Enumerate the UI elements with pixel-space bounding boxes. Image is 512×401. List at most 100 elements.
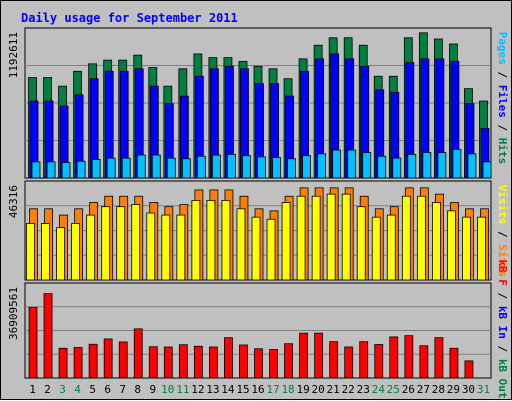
bar-kbytes-kb-f-22 xyxy=(344,346,354,379)
legend-part-kbytes-4: kB Out xyxy=(496,359,509,399)
x-tick-label-12: 12 xyxy=(191,383,204,396)
legend-label-kbytes: kB F / kB In / kB Out xyxy=(496,259,509,398)
x-tick-label-29: 29 xyxy=(447,383,460,396)
legend-part-visits-2: Sites xyxy=(496,244,509,277)
bar-kbytes-kb-f-8 xyxy=(133,328,143,379)
bar-visits-visits-7 xyxy=(116,206,126,281)
x-tick-label-7: 7 xyxy=(119,383,126,396)
x-tick-label-5: 5 xyxy=(89,383,96,396)
bar-kbytes-kb-f-16 xyxy=(254,348,263,379)
legend-label-visits: Visits / Sites xyxy=(496,185,509,278)
bar-hits-pages-15 xyxy=(242,155,251,179)
y-max-label-kbytes: 36909561 xyxy=(7,287,20,340)
x-tick-label-22: 22 xyxy=(342,383,355,396)
bar-hits-pages-26 xyxy=(407,154,417,179)
bar-hits-pages-16 xyxy=(257,156,266,179)
bar-visits-visits-9 xyxy=(146,212,156,281)
bar-hits-pages-19 xyxy=(302,155,311,179)
bar-visits-visits-21 xyxy=(326,193,336,281)
bar-visits-visits-31 xyxy=(477,216,486,281)
bar-kbytes-kb-f-28 xyxy=(434,337,444,379)
bar-kbytes-kb-f-29 xyxy=(449,347,459,379)
x-tick-label-15: 15 xyxy=(236,383,249,396)
bar-visits-visits-17 xyxy=(266,218,276,281)
bar-kbytes-kb-f-21 xyxy=(329,341,339,379)
bar-kbytes-kb-f-18 xyxy=(284,343,293,379)
bar-hits-pages-8 xyxy=(136,154,146,179)
bar-visits-visits-15 xyxy=(236,208,246,281)
x-tick-label-26: 26 xyxy=(402,383,415,396)
bar-hits-pages-10 xyxy=(166,157,176,179)
bar-visits-visits-11 xyxy=(176,214,186,281)
bar-hits-pages-9 xyxy=(151,154,161,179)
x-tick-label-14: 14 xyxy=(221,383,235,396)
bar-visits-visits-13 xyxy=(206,200,216,281)
x-tick-label-10: 10 xyxy=(161,383,174,396)
bar-hits-pages-3 xyxy=(61,162,71,179)
bar-visits-visits-24 xyxy=(371,216,381,281)
bar-hits-pages-18 xyxy=(287,158,296,179)
bar-hits-pages-11 xyxy=(181,158,191,179)
bar-kbytes-kb-f-9 xyxy=(148,346,158,379)
bar-visits-visits-10 xyxy=(161,214,171,281)
bar-kbytes-kb-f-10 xyxy=(163,346,173,379)
bar-kbytes-kb-f-6 xyxy=(103,338,113,379)
bar-hits-pages-23 xyxy=(362,152,372,179)
panel-kbytes: 36909561 kB F / kB In / kB Out xyxy=(7,259,509,398)
y-max-label-visits: 46316 xyxy=(7,185,20,218)
bar-hits-pages-17 xyxy=(272,157,281,179)
bar-visits-visits-20 xyxy=(311,195,321,281)
x-tick-label-18: 18 xyxy=(281,383,294,396)
x-tick-label-8: 8 xyxy=(134,383,141,396)
bar-kbytes-kb-f-24 xyxy=(374,344,384,379)
bar-kbytes-kb-f-1 xyxy=(28,307,38,379)
bar-visits-visits-14 xyxy=(221,200,231,281)
y-max-label-hits: 1192611 xyxy=(7,32,20,78)
bar-visits-visits-22 xyxy=(341,193,351,281)
bar-kbytes-kb-f-26 xyxy=(404,335,414,379)
bar-kbytes-kb-f-25 xyxy=(389,336,399,379)
bar-hits-pages-14 xyxy=(227,154,236,179)
bar-kbytes-kb-f-27 xyxy=(419,345,429,379)
bar-kbytes-kb-f-30 xyxy=(464,360,474,379)
bar-hits-pages-22 xyxy=(347,149,357,179)
x-tick-label-31: 31 xyxy=(477,383,490,396)
bar-visits-visits-8 xyxy=(131,204,141,281)
bar-hits-pages-12 xyxy=(196,155,206,179)
x-tick-label-6: 6 xyxy=(104,383,111,396)
x-tick-label-11: 11 xyxy=(176,383,189,396)
bar-kbytes-kb-f-23 xyxy=(359,341,369,379)
x-tick-label-27: 27 xyxy=(417,383,430,396)
bar-visits-visits-27 xyxy=(416,195,426,281)
x-tick-label-17: 17 xyxy=(266,383,279,396)
bar-hits-pages-7 xyxy=(121,157,131,179)
x-tick-label-24: 24 xyxy=(372,383,386,396)
x-tick-label-30: 30 xyxy=(462,383,475,396)
bar-hits-pages-28 xyxy=(437,152,447,179)
x-tick-label-2: 2 xyxy=(44,383,51,396)
bar-kbytes-kb-f-14 xyxy=(224,337,233,379)
x-tick-label-13: 13 xyxy=(206,383,219,396)
panel-hits: 1192611 Pages / Files / Hits xyxy=(7,27,509,179)
bar-kbytes-kb-f-12 xyxy=(193,345,203,379)
bar-visits-visits-2 xyxy=(41,223,50,281)
bar-visits-visits-19 xyxy=(296,195,306,281)
legend-part-kbytes-2: kB In xyxy=(496,306,509,339)
bar-hits-pages-1 xyxy=(31,161,41,179)
bar-visits-visits-6 xyxy=(101,206,111,281)
x-tick-label-9: 9 xyxy=(149,383,156,396)
legend-part-visits-1: / xyxy=(496,224,509,244)
bar-kbytes-kb-f-11 xyxy=(178,344,188,379)
bar-visits-visits-1 xyxy=(26,223,35,281)
bar-hits-pages-4 xyxy=(76,160,86,179)
bar-hits-pages-25 xyxy=(392,157,402,179)
bar-visits-visits-3 xyxy=(56,227,65,281)
bar-kbytes-kb-f-13 xyxy=(209,346,218,379)
bar-kbytes-kb-f-7 xyxy=(118,341,128,379)
x-tick-label-25: 25 xyxy=(387,383,400,396)
x-tick-label-20: 20 xyxy=(312,383,325,396)
bar-visits-visits-23 xyxy=(356,206,366,281)
x-tick-label-3: 3 xyxy=(59,383,66,396)
x-tick-label-16: 16 xyxy=(251,383,264,396)
